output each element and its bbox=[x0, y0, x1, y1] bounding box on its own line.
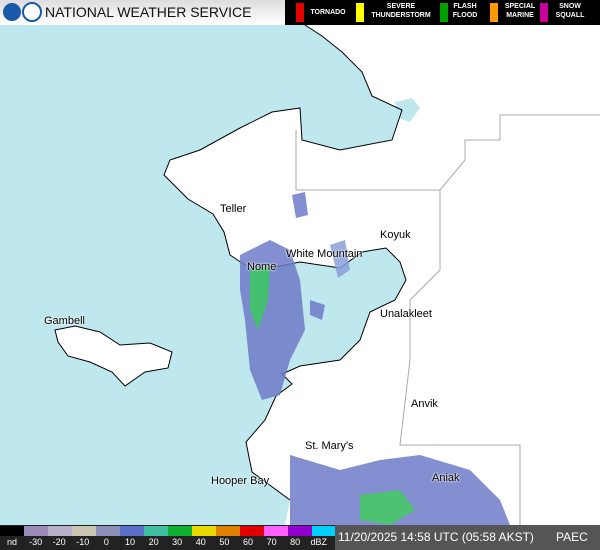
warning-swatch bbox=[296, 3, 304, 22]
scale-label: nd bbox=[6, 537, 18, 547]
place-label: White Mountain bbox=[286, 248, 363, 260]
boundary bbox=[439, 114, 600, 191]
header bbox=[0, 0, 285, 25]
header-title: NATIONAL WEATHER SERVICE bbox=[45, 4, 252, 20]
place-label: Nome bbox=[247, 261, 277, 273]
scale-label: dBZ bbox=[310, 537, 328, 547]
warning-label: SNOW SQUALL bbox=[555, 3, 585, 19]
scale-label: 30 bbox=[172, 537, 183, 547]
lake bbox=[395, 98, 420, 122]
place-label: Teller bbox=[220, 203, 247, 215]
scale-label: -30 bbox=[29, 537, 43, 547]
color-scale bbox=[0, 526, 335, 536]
place-label: Aniak bbox=[432, 472, 460, 484]
timestamp: 11/20/2025 14:58 UTC (05:58 AKST) bbox=[338, 530, 534, 544]
warning-swatch bbox=[356, 3, 364, 22]
warning-swatch bbox=[540, 3, 548, 22]
warning-label: TORNADO bbox=[310, 9, 346, 16]
scale-label: 80 bbox=[290, 537, 301, 547]
warning-swatch bbox=[440, 3, 448, 22]
place-label: Hooper Bay bbox=[211, 475, 270, 487]
place-label: Unalakleet bbox=[380, 308, 432, 320]
scale-label: 0 bbox=[103, 537, 109, 547]
footer-bar bbox=[335, 525, 600, 550]
scale-label: 60 bbox=[242, 537, 254, 547]
scale-label: 10 bbox=[124, 537, 136, 547]
place-label: Anvik bbox=[411, 398, 438, 410]
scale-label: -10 bbox=[76, 537, 90, 547]
scale-label: 20 bbox=[148, 537, 159, 547]
land bbox=[164, 25, 600, 525]
island bbox=[54, 325, 173, 387]
place-label: St. Mary's bbox=[305, 440, 354, 452]
boundary bbox=[295, 130, 521, 525]
place-label: Koyuk bbox=[380, 229, 411, 241]
warning-label: SEVERE THUNDERSTORM bbox=[371, 3, 431, 19]
scale-label: 50 bbox=[219, 537, 230, 547]
place-label: Gambell bbox=[44, 315, 85, 327]
logos bbox=[3, 2, 42, 22]
station: PAEC bbox=[556, 530, 588, 544]
warning-swatch bbox=[490, 3, 498, 22]
scale-label: -20 bbox=[52, 537, 66, 547]
warning-label: SPECIAL MARINE bbox=[504, 3, 536, 19]
warning-label: FLASH FLOOD bbox=[452, 3, 478, 19]
radar-echo bbox=[240, 192, 510, 525]
scale-label: 70 bbox=[266, 537, 277, 547]
scale-label: 40 bbox=[195, 537, 206, 547]
